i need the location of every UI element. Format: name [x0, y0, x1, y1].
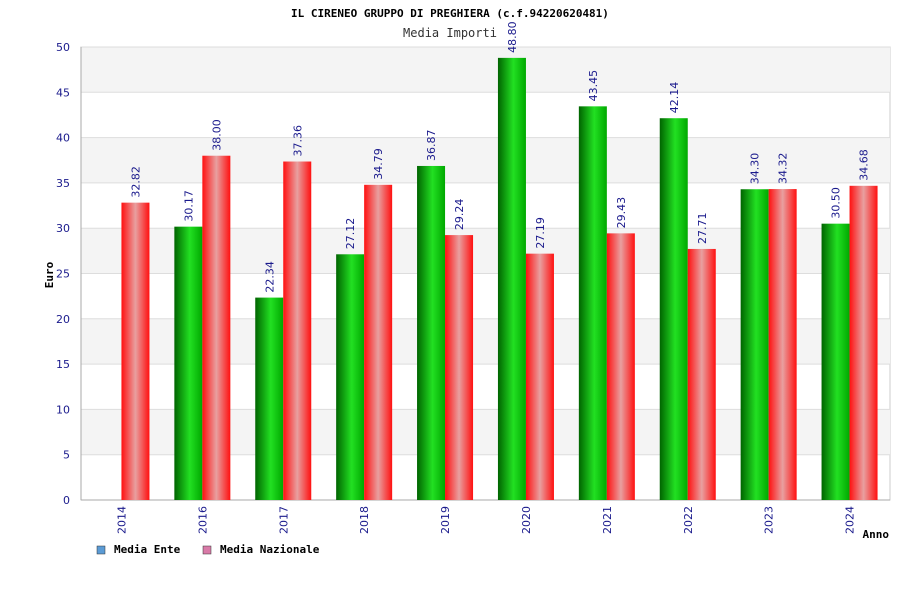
bar-label-media-nazionale: 37.36	[291, 125, 304, 157]
bar-label-media-nazionale: 27.19	[534, 217, 547, 249]
legend-swatch-ente	[96, 545, 106, 555]
y-axis-ticks: 0 5 10 15 20 25 30 35 40 45 50	[56, 41, 70, 507]
bar-label-media-ente: 22.34	[263, 261, 276, 293]
bar-label-media-nazionale: 34.79	[372, 148, 385, 180]
y-tick-label: 0	[63, 494, 70, 507]
bar-media-nazionale	[687, 248, 716, 500]
y-tick-label: 15	[56, 358, 70, 371]
bar-label-media-ente: 43.45	[587, 70, 600, 102]
x-tick-label: 2023	[763, 506, 776, 534]
x-tick-label: 2018	[358, 506, 371, 534]
bar-label-media-ente: 48.80	[506, 21, 519, 53]
bar-media-ente	[578, 106, 607, 500]
y-tick-label: 5	[63, 449, 70, 462]
x-axis-ticks: 2014 2016 2017 2018 2019 2020 2021 2022 2023 2024	[115, 506, 856, 534]
bar-label-media-ente: 30.17	[182, 190, 195, 222]
y-tick-label: 40	[56, 132, 70, 145]
plot-band	[81, 47, 890, 93]
bar-media-nazionale	[768, 189, 797, 501]
bar-media-nazionale	[606, 233, 635, 500]
bar-label-media-nazionale: 34.68	[858, 149, 871, 181]
bar-media-nazionale	[445, 235, 474, 500]
x-tick-label: 2019	[439, 506, 452, 534]
bar-label-media-ente: 36.87	[425, 129, 438, 161]
y-tick-label: 25	[56, 268, 70, 281]
y-tick-label: 30	[56, 222, 70, 235]
x-tick-label: 2017	[277, 506, 290, 534]
bar-media-nazionale	[283, 161, 312, 500]
y-tick-label: 35	[56, 177, 70, 190]
bar-media-ente	[255, 297, 284, 500]
bar-label-media-ente: 30.50	[830, 187, 843, 219]
bar-media-ente	[336, 254, 365, 500]
bar-media-ente	[417, 165, 446, 500]
bar-label-media-nazionale: 29.24	[453, 199, 466, 231]
x-tick-label: 2020	[520, 506, 533, 534]
bar-label-media-nazionale: 29.43	[615, 197, 628, 229]
legend-swatch-nazionale	[202, 545, 212, 555]
y-tick-label: 20	[56, 313, 70, 326]
bar-media-nazionale	[121, 202, 150, 500]
x-tick-label: 2024	[844, 506, 857, 534]
bar-media-nazionale	[849, 185, 878, 500]
bar-media-ente	[497, 57, 526, 500]
bar-media-ente	[821, 223, 850, 501]
bar-label-media-ente: 42.14	[668, 82, 681, 114]
y-tick-label: 50	[56, 41, 70, 54]
x-axis-label: Anno	[863, 528, 890, 541]
bar-label-media-ente: 34.30	[749, 153, 762, 185]
bar-media-ente	[659, 118, 688, 500]
chart-subtitle: Media Importi	[403, 26, 497, 40]
bars	[121, 57, 878, 501]
legend-label-ente: Media Ente	[114, 543, 181, 556]
legend-label-nazionale: Media Nazionale	[220, 543, 320, 556]
bar-media-nazionale	[364, 184, 393, 500]
bar-media-ente	[740, 189, 769, 500]
y-tick-label: 10	[56, 403, 70, 416]
x-tick-label: 2021	[601, 506, 614, 534]
bar-label-media-ente: 27.12	[344, 218, 357, 250]
y-tick-label: 45	[56, 86, 70, 99]
bar-label-media-nazionale: 38.00	[210, 119, 223, 151]
y-axis-label: Euro	[43, 261, 56, 288]
legend: Media Ente Media Nazionale	[96, 543, 320, 556]
bar-labels: 32.82 30.17 38.00 22.34 37.36 27.12 34.79 36.87…	[129, 21, 870, 292]
bar-media-nazionale	[525, 253, 554, 500]
x-tick-label: 2014	[115, 506, 128, 534]
bar-media-nazionale	[202, 155, 231, 500]
bar-label-media-nazionale: 34.32	[777, 153, 790, 185]
bar-label-media-nazionale: 32.82	[129, 166, 142, 198]
bar-media-ente	[174, 226, 203, 501]
chart-title: IL CIRENEO GRUPPO DI PREGHIERA (c.f.9422…	[291, 7, 609, 20]
bar-label-media-nazionale: 27.71	[696, 212, 709, 244]
x-tick-label: 2022	[682, 506, 695, 534]
x-tick-label: 2016	[196, 506, 209, 534]
